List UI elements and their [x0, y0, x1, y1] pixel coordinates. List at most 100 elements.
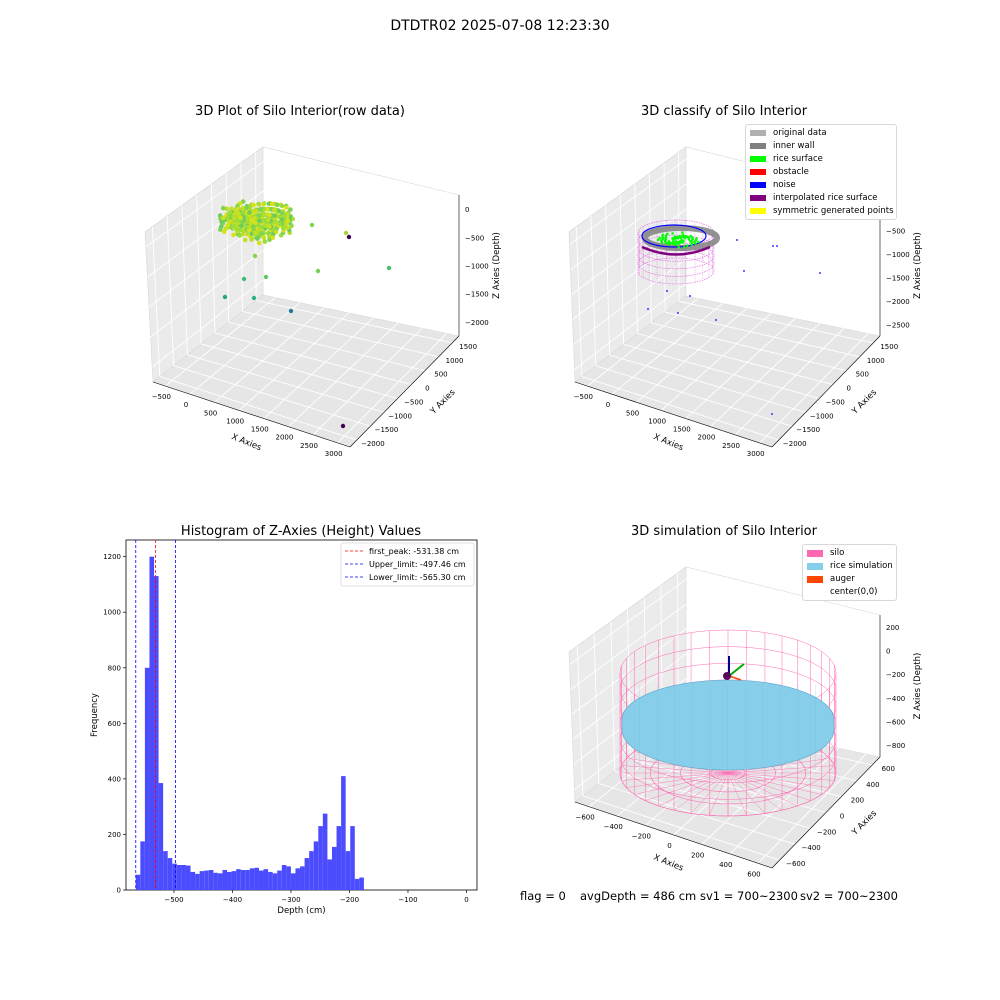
classify-z-grid-left — [570, 183, 687, 270]
histogram-bar — [213, 872, 218, 890]
classify-z-grid-left — [571, 208, 687, 295]
legend-label: silo — [830, 548, 845, 558]
histogram-bar — [172, 863, 177, 890]
legend-swatch — [750, 182, 766, 188]
histogram-bar — [227, 871, 232, 890]
sim-y-grid-floor — [614, 770, 811, 829]
raw-point — [247, 210, 252, 215]
raw-point — [222, 229, 227, 234]
raw-z-tick-label: −1500 — [465, 291, 489, 299]
sim-y-tick-label: −600 — [786, 860, 805, 868]
raw-point — [219, 219, 224, 225]
classify-y-grid-floor — [651, 322, 847, 372]
classify-y-grid-floor — [678, 300, 874, 344]
classify-x-grid-floor — [685, 318, 796, 419]
raw-point — [234, 217, 240, 223]
sim-z-tick-label: 0 — [886, 648, 890, 656]
raw-z-tick-label: −2000 — [465, 319, 489, 327]
raw-point — [254, 236, 260, 241]
raw-point — [262, 223, 268, 228]
silo-floor-spoke — [727, 765, 835, 774]
raw-x-grid-floor — [288, 322, 399, 428]
raw-x-tick-label: 500 — [204, 409, 217, 417]
noise-point — [736, 239, 738, 241]
raw-y-tick-label: 500 — [434, 371, 447, 379]
histogram-bar — [336, 826, 342, 890]
raw-z-grid-left — [147, 191, 264, 278]
legend-swatch — [807, 549, 823, 557]
noise-point — [666, 290, 668, 292]
raw-y-grid-floor — [228, 321, 426, 372]
sim-z-tick-label: −600 — [886, 719, 905, 727]
histogram-bar — [236, 869, 241, 890]
raw-x-grid-floor — [165, 297, 276, 387]
x-tick-label: −500 — [164, 896, 183, 904]
histogram-bar — [331, 846, 337, 890]
rice-surface-point — [658, 236, 661, 240]
raw-y-tick-label: −1500 — [375, 426, 399, 434]
histogram-legend-label: Lower_limit: -565.30 cm — [369, 573, 466, 582]
raw-z-grid-back — [262, 220, 460, 266]
classify-y-grid-left — [634, 184, 638, 334]
raw-point — [277, 221, 283, 226]
legend-label: rice simulation — [830, 561, 893, 571]
raw-y-tick-label: 1000 — [446, 357, 464, 365]
raw-y-grid-floor — [201, 343, 398, 399]
sim-x-tick-label: 400 — [719, 861, 732, 869]
histogram-bar — [245, 870, 250, 890]
rice-surface-point — [681, 231, 684, 234]
classify-x-tick-label: −500 — [574, 393, 593, 401]
silo-floor-spoke — [727, 772, 766, 814]
classify-x-tick-label: 2000 — [698, 434, 716, 442]
histogram-bar — [341, 776, 346, 890]
figure-title: DTDTR02 2025-07-08 12:23:30 — [390, 18, 610, 34]
raw-z-tick-label: 0 — [465, 206, 469, 214]
raw-point — [274, 202, 280, 208]
classify-x-grid-floor — [660, 313, 772, 411]
sim-z-grid-back — [685, 603, 881, 651]
raw-y-axis-line — [349, 335, 460, 448]
sim-y-tick-label: 400 — [866, 781, 879, 789]
raw-point — [231, 232, 236, 238]
raw-z-tick-label: −1000 — [465, 263, 489, 271]
raw-point — [253, 220, 258, 226]
histogram-bar — [135, 874, 141, 890]
histogram-bar — [277, 870, 282, 890]
histogram-title: Histogram of Z-Axies (Height) Values — [180, 524, 422, 539]
classify-z-tick-label: −1000 — [886, 251, 910, 259]
legend-label: noise — [773, 180, 796, 190]
y-tick-label: 600 — [108, 720, 121, 728]
simulation-legend-item: silo — [807, 547, 844, 559]
classify-x-grid-floor — [636, 308, 747, 403]
histogram-bar — [231, 871, 237, 890]
raw-x-grid-floor — [238, 312, 350, 411]
classify-y-grid-floor — [665, 311, 860, 358]
rice-surface-point — [664, 236, 668, 239]
rice-surface-point — [667, 240, 671, 243]
classify-y-axis-line — [771, 335, 881, 448]
raw-point — [257, 224, 263, 230]
histogram-legend-label: Upper_limit: -497.46 cm — [369, 560, 466, 569]
histogram-bar — [154, 576, 159, 890]
classify-z-grid-left — [574, 283, 687, 370]
raw-point — [279, 203, 285, 209]
y-tick-label: 0 — [117, 887, 121, 895]
raw-y-tick-label: −2000 — [361, 440, 385, 448]
x-tick-label: −200 — [340, 896, 359, 904]
raw-x-tick-label: 2500 — [300, 442, 318, 450]
classify-legend-item: interpolated rice surface — [750, 192, 878, 204]
raw-3d-axes: −500050010001500200025003000−2000−1500−1… — [144, 146, 502, 458]
raw-y-grid-floor — [173, 365, 371, 427]
sim-z-grid-back — [685, 578, 881, 628]
raw-point — [272, 207, 277, 213]
sim-z-axis-label: Z Axies (Depth) — [913, 653, 923, 720]
noise-point — [715, 319, 717, 321]
classify-z-tick-label: −500 — [886, 227, 905, 235]
y-tick-label: 1000 — [103, 609, 121, 617]
sim-y-tick-label: 0 — [840, 813, 844, 821]
silo-floor-spoke — [626, 758, 729, 774]
raw-y-tick-label: 1500 — [459, 343, 477, 351]
classify-z-grid-back — [685, 208, 881, 255]
